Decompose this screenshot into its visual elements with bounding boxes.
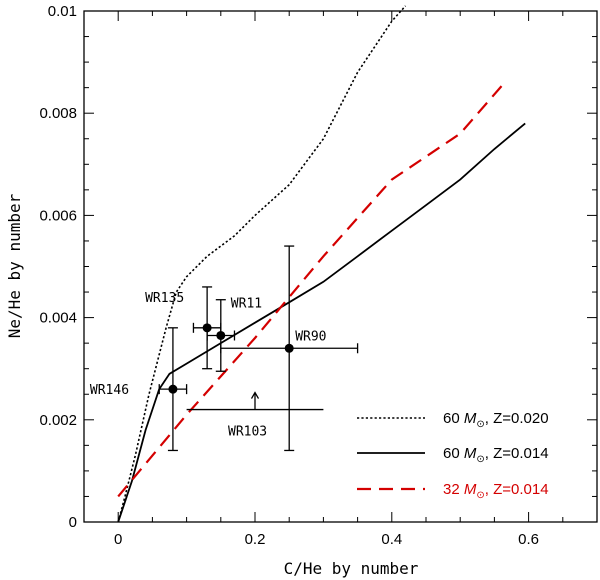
star-wr11: WR11 xyxy=(206,296,262,372)
legend-label: 60 M⊙, Z=0.014 xyxy=(443,445,549,465)
star-wr90: WR90 xyxy=(220,245,359,452)
star-wr135: WR135 xyxy=(145,286,222,370)
data-point-marker xyxy=(202,323,212,333)
y-tick-label: 0.01 xyxy=(48,3,77,20)
legend-item-solid: 60 M⊙, Z=0.014 xyxy=(357,445,549,465)
y-tick-label: 0.004 xyxy=(39,310,77,327)
x-tick-label: 0 xyxy=(114,531,122,548)
x-tick-label: 0.2 xyxy=(245,531,266,548)
star-label: WR135 xyxy=(145,291,184,306)
legend: 60 M⊙, Z=0.020 60 M⊙, Z=0.014 32 M⊙, Z=0.0… xyxy=(357,410,549,501)
star-wr146: WR146 xyxy=(90,327,188,452)
legend-item-dotted: 60 M⊙, Z=0.020 xyxy=(357,410,549,430)
data-points: WR146 WR135 WR11 WR90 WR103 xyxy=(90,245,359,452)
legend-label: 32 M⊙, Z=0.014 xyxy=(443,481,549,501)
y-tick-label: 0 xyxy=(69,514,77,531)
lower-limit-arrowhead xyxy=(250,391,260,399)
plot-area xyxy=(117,5,526,523)
y-tick-label: 0.002 xyxy=(39,412,77,429)
star-label: WR90 xyxy=(295,329,326,344)
model-curve-solid xyxy=(117,122,526,523)
data-point-marker xyxy=(168,384,178,394)
star-label: WR146 xyxy=(90,383,129,398)
data-point-marker xyxy=(216,330,226,340)
legend-label: 60 M⊙, Z=0.020 xyxy=(443,410,549,430)
x-axis-title: C/He by number xyxy=(284,559,419,578)
y-tick-label: 0.008 xyxy=(39,105,77,122)
star-label: WR103 xyxy=(228,425,267,440)
axes: 0 0.2 0.4 0.6 0 0.002 0.004 0.006 0.008 0.01 xyxy=(39,3,598,548)
x-tick-label: 0.4 xyxy=(381,531,402,548)
star-label: WR11 xyxy=(231,296,262,311)
y-tick-label: 0.006 xyxy=(39,207,77,224)
star-wr103: WR103 xyxy=(186,391,324,440)
model-curve-dashed xyxy=(117,81,506,498)
y-axis-title: Ne/He by number xyxy=(5,193,24,338)
data-point-marker xyxy=(284,343,294,353)
legend-item-dashed: 32 M⊙, Z=0.014 xyxy=(357,481,549,501)
model-curve-dotted xyxy=(117,5,407,523)
x-tick-label: 0.6 xyxy=(518,531,539,548)
